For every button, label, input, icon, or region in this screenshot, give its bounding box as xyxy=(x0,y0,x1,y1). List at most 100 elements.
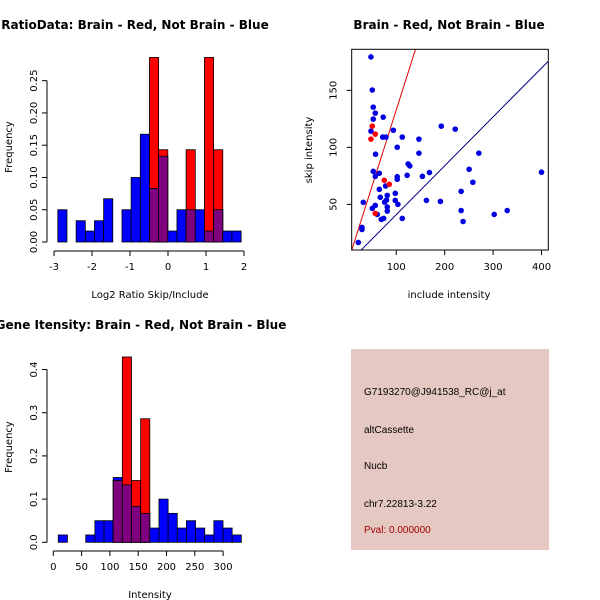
hist2-x-tick-label: 250 xyxy=(185,562,204,573)
hist1-x-tick-label: -2 xyxy=(87,262,97,273)
point-brain xyxy=(372,210,379,217)
point-not-brain xyxy=(384,192,391,199)
point-not-brain xyxy=(372,173,379,180)
scatter-x-tick-label: 100 xyxy=(387,262,406,273)
point-not-brain xyxy=(384,208,391,214)
hist2-bar-not-brain xyxy=(195,527,206,543)
point-not-brain xyxy=(395,201,401,208)
scatter-box xyxy=(351,48,549,251)
scatter-x-tick-label: 300 xyxy=(484,262,503,273)
hist1-x-tick-label: -1 xyxy=(125,262,135,273)
point-not-brain xyxy=(460,218,466,225)
hist1-bar-not-brain xyxy=(57,209,68,243)
point-not-brain xyxy=(491,211,498,218)
scatter-y-tick-label: 50 xyxy=(329,198,340,211)
point-not-brain xyxy=(452,126,459,132)
point-not-brain xyxy=(538,169,545,176)
hist2-x-tick-label: 200 xyxy=(157,562,176,573)
hist2-ylabel: Frequency xyxy=(4,421,15,473)
point-not-brain xyxy=(426,169,433,176)
hist2-y-tick-label: 0.3 xyxy=(29,405,40,421)
point-not-brain xyxy=(377,194,384,201)
point-brain xyxy=(381,177,388,184)
hist2-x-tick-label: 150 xyxy=(129,562,148,573)
hist1-ylabel: Frequency xyxy=(4,121,15,173)
hist1-bar-overlap xyxy=(149,188,160,243)
scatter-xlabel: include intensity xyxy=(408,290,491,301)
hist1-y-tick-label: 0.15 xyxy=(29,134,40,156)
location: chr7.22813-3.22 xyxy=(364,499,437,510)
scatter-plot: 100 200 300 400 50 100 150 xyxy=(329,48,551,273)
hist2-bar-not-brain xyxy=(103,520,114,543)
point-not-brain xyxy=(370,104,377,110)
point-not-brain xyxy=(360,199,367,206)
hist1-bar-not-brain xyxy=(121,209,132,243)
point-brain xyxy=(368,136,374,142)
hist2-x-tick-label: 300 xyxy=(214,562,233,573)
not-brain-fit-line xyxy=(360,60,549,250)
hist1-y-tick-label: 0.10 xyxy=(29,166,40,188)
point-not-brain xyxy=(419,173,426,180)
hist1-y-tick-label: 0.20 xyxy=(29,102,40,124)
hist1-title: RatioData: Brain - Red, Not Brain - Blue xyxy=(1,18,268,32)
hist2-bar-not-brain xyxy=(204,534,215,543)
hist2-bar-overlap xyxy=(140,512,151,543)
hist1-bar-overlap xyxy=(158,155,169,243)
point-not-brain xyxy=(380,114,386,120)
hist1-x-tick-label: -3 xyxy=(49,262,59,273)
point-not-brain xyxy=(390,127,397,134)
hist1-x-tick-label: 0 xyxy=(165,262,171,273)
hist2-y-tick-label: 0.2 xyxy=(29,448,40,464)
hist1-bar-overlap xyxy=(213,209,224,243)
point-not-brain xyxy=(407,163,413,169)
hist1-bar-not-brain xyxy=(130,177,141,243)
point-not-brain xyxy=(383,197,390,203)
point-not-brain xyxy=(394,176,401,183)
hist2-bar-not-brain xyxy=(222,527,233,543)
hist1-plot: -3 -2 -1 0 1 2 0.00 0.05 0.10 0.15 0.20 0.25 xyxy=(29,57,247,273)
point-not-brain xyxy=(399,134,406,140)
point-brain xyxy=(372,131,379,137)
hist1-y-tick-label: 0.05 xyxy=(29,199,40,221)
hist1-bar-not-brain xyxy=(94,220,105,243)
point-not-brain xyxy=(370,168,377,175)
point-not-brain xyxy=(504,207,510,214)
hist1-bar-overlap xyxy=(204,230,215,243)
scatter-y-tick-label: 100 xyxy=(329,138,340,157)
hist1-bar-not-brain xyxy=(75,220,86,243)
point-not-brain xyxy=(392,197,399,204)
point-not-brain xyxy=(394,144,401,151)
point-not-brain xyxy=(437,198,444,205)
hist2-bar-overlap xyxy=(131,506,142,543)
hist2-y-tick-label: 0.0 xyxy=(29,534,40,550)
event-type: altCassette xyxy=(364,425,415,436)
point-not-brain xyxy=(372,151,379,158)
hist2-bar-overlap xyxy=(112,480,123,543)
hist2-xlabel: Intensity xyxy=(128,590,172,600)
point-not-brain xyxy=(416,150,422,156)
hist1-x-tick-label: 1 xyxy=(203,262,209,273)
gene-name: Nucb xyxy=(364,461,388,472)
hist2-x-tick-label: 50 xyxy=(75,562,88,573)
point-not-brain xyxy=(369,205,376,212)
point-not-brain xyxy=(355,239,362,246)
hist1-xlabel: Log2 Ratio Skip/Include xyxy=(91,290,208,301)
hist1-bar-not-brain xyxy=(139,133,150,243)
hist1-y-tick-label: 0.25 xyxy=(29,70,40,92)
point-not-brain xyxy=(370,116,377,122)
hist1-x-tick-label: 2 xyxy=(241,262,247,273)
hist2-bar-not-brain xyxy=(176,527,187,543)
hist1-bar-not-brain xyxy=(194,209,205,243)
hist2-bar-not-brain xyxy=(186,520,196,543)
hist1-bar-not-brain xyxy=(103,198,114,243)
scatter-lines xyxy=(351,49,549,250)
brain-fit-line xyxy=(351,49,417,250)
point-not-brain xyxy=(372,110,379,116)
hist2-bar-not-brain xyxy=(231,534,242,543)
scatter-x-tick-label: 400 xyxy=(532,262,551,273)
scatter-ylabel: skip intensity xyxy=(304,117,315,184)
point-not-brain xyxy=(399,215,406,222)
point-not-brain xyxy=(416,136,422,142)
hist2-bar-not-brain xyxy=(213,520,224,543)
